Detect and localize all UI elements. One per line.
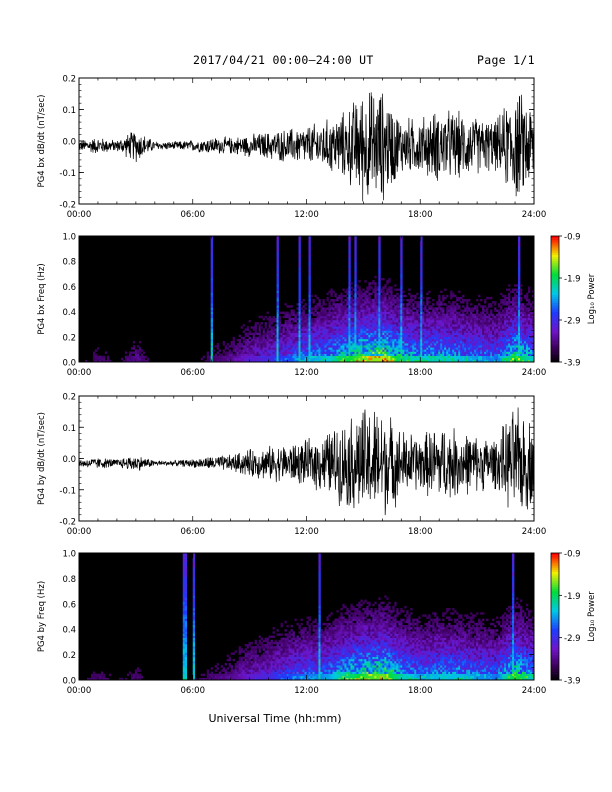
y-tick-label: 0.2 <box>62 333 76 343</box>
y-tick-label: 0.6 <box>62 283 76 293</box>
x-tick-label: 24:00 <box>522 686 547 696</box>
x-tick-label: 00:00 <box>67 368 92 378</box>
x-tick-label: 18:00 <box>408 686 433 696</box>
y-tick-label: -0.1 <box>59 169 76 179</box>
y-tick-label: -0.2 <box>59 518 76 528</box>
y-axis-label: PG4 by Freq (Hz) <box>37 581 47 652</box>
spectrogram-cells <box>84 236 535 363</box>
x-tick-label: 06:00 <box>181 686 206 696</box>
colorbar-tick-label: -0.9 <box>564 550 581 560</box>
x-tick-label: 00:00 <box>67 210 92 220</box>
y-tick-label: -0.2 <box>59 201 76 211</box>
x-tick-label: 00:00 <box>67 686 92 696</box>
x-tick-label: 06:00 <box>181 527 206 537</box>
y-tick-label: 0.4 <box>62 626 76 636</box>
x-tick-label: 24:00 <box>522 368 547 378</box>
y-tick-label: 0.2 <box>62 75 76 85</box>
x-tick-label: 18:00 <box>408 368 433 378</box>
y-tick-label: 0.0 <box>62 455 76 465</box>
x-tick-label: 06:00 <box>181 210 206 220</box>
x-tick-label: 12:00 <box>294 686 319 696</box>
y-tick-label: 0.8 <box>62 575 76 585</box>
colorbar-tick-label: -2.9 <box>564 634 581 644</box>
x-tick-label: 12:00 <box>294 527 319 537</box>
y-tick-label: 0.0 <box>62 359 76 369</box>
y-tick-label: 0.0 <box>62 677 76 687</box>
colorbar-label: Log₁₀ Power <box>587 591 597 642</box>
x-tick-label: 06:00 <box>181 368 206 378</box>
colorbar-label: Log₁₀ Power <box>587 273 597 324</box>
colorbar-tick-label: -0.9 <box>564 233 581 243</box>
panel-4: -0.9 -1.9 -2.9 -3.9 Log₁₀ Power 1.0 0.8 0.6 0.4 0… <box>37 550 597 697</box>
panel-3: 0.2 0.1 0.0 -0.1 -0.200:00 06:00 12:00 18:00 24:… <box>37 393 546 538</box>
x-tick-label: 18:00 <box>408 210 433 220</box>
colorbar: -0.9 -1.9 -2.9 -3.9 Log₁₀ Power <box>550 550 597 687</box>
colorbar-tick-label: -2.9 <box>564 317 581 327</box>
x-axis-label: Universal Time (hh:mm) <box>209 712 342 725</box>
y-tick-label: 0.8 <box>62 258 76 268</box>
y-tick-label: 0.0 <box>62 138 76 148</box>
date-range-title: 2017/04/21 00:00–24:00 UT <box>193 53 374 67</box>
y-tick-label: 0.6 <box>62 600 76 610</box>
x-tick-label: 24:00 <box>522 210 547 220</box>
x-tick-label: 12:00 <box>294 210 319 220</box>
waveform-series <box>79 407 534 516</box>
panel-2: -0.9 -1.9 -2.9 -3.9 Log₁₀ Power 1.0 0.8 0.6 0.4 0… <box>37 233 597 379</box>
y-tick-label: 1.0 <box>62 233 76 243</box>
y-tick-label: 0.2 <box>62 651 76 661</box>
y-tick-label: 0.1 <box>62 424 76 434</box>
y-axis-label: PG4 bx dB/dt (nT/sec) <box>37 95 47 188</box>
y-tick-label: 1.0 <box>62 550 76 560</box>
y-tick-label: 0.2 <box>62 393 76 403</box>
colorbar-tick-label: -3.9 <box>564 359 581 369</box>
page-number: Page 1/1 <box>477 53 535 67</box>
y-axis-label: PG4 bx Freq (Hz) <box>37 263 47 334</box>
y-tick-label: 0.4 <box>62 308 76 318</box>
y-tick-label: 0.1 <box>62 106 76 116</box>
x-tick-label: 00:00 <box>67 527 92 537</box>
spectrogram-cells <box>86 553 535 681</box>
colorbar-tick-label: -3.9 <box>564 677 581 687</box>
colorbar-tick-label: -1.9 <box>564 592 581 602</box>
x-tick-label: 18:00 <box>408 527 433 537</box>
waveform-series <box>79 92 534 202</box>
colorbar: -0.9 -1.9 -2.9 -3.9 Log₁₀ Power <box>550 233 597 369</box>
y-tick-label: -0.1 <box>59 486 76 496</box>
panel-1: 0.2 0.1 0.0 -0.1 -0.200:00 06:00 12:00 18:00 24:… <box>37 75 546 221</box>
y-axis-label: PG4 by dB/dt (nT/sec) <box>37 412 47 505</box>
x-tick-label: 24:00 <box>522 527 547 537</box>
colorbar-tick-label: -1.9 <box>564 275 581 285</box>
x-tick-label: 12:00 <box>294 368 319 378</box>
